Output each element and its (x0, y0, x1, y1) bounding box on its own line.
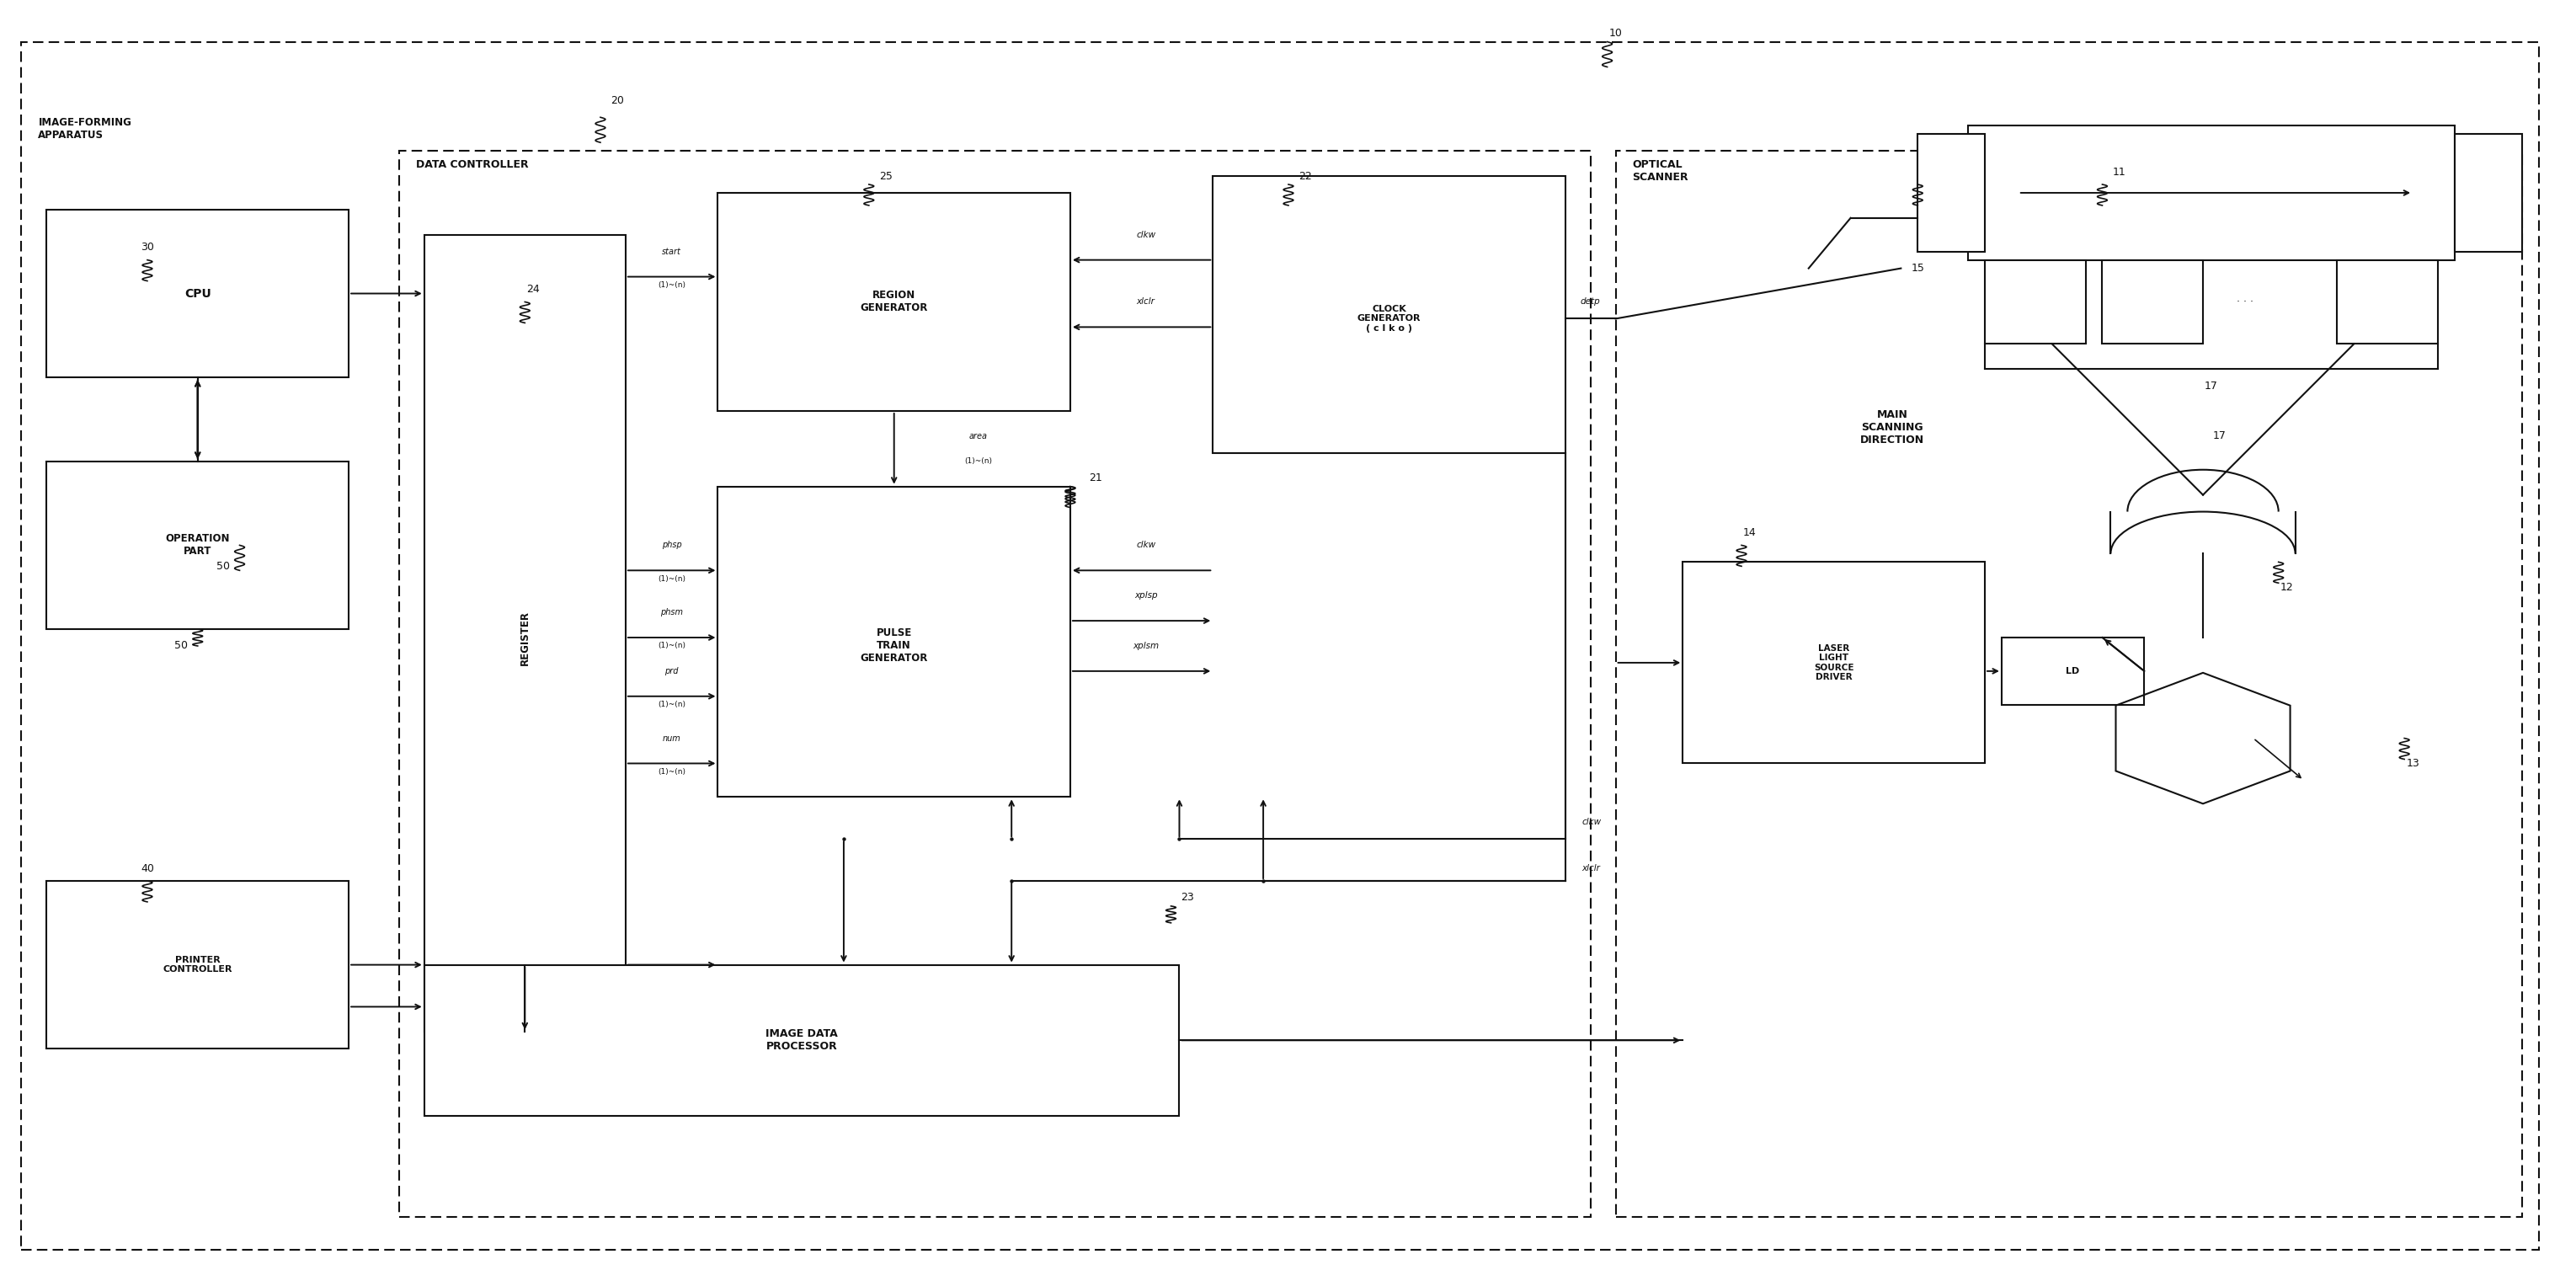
Text: clkw: clkw (1136, 541, 1157, 549)
Text: OPERATION
PART: OPERATION PART (165, 534, 229, 557)
Text: 50: 50 (175, 640, 188, 652)
Text: 50: 50 (216, 561, 229, 572)
Text: (1)~(n): (1)~(n) (657, 575, 685, 583)
Bar (719, 193, 1069, 412)
Bar (1986, 260, 2087, 343)
Text: REGION
GENERATOR: REGION GENERATOR (860, 291, 927, 314)
Text: CLOCK
GENERATOR
( c l k o ): CLOCK GENERATOR ( c l k o ) (1358, 305, 1422, 333)
Text: · · ·: · · · (2236, 297, 2254, 307)
Text: prd: prd (665, 667, 677, 675)
Bar (1213, 176, 1566, 453)
Text: 24: 24 (526, 284, 541, 294)
Text: (1)~(n): (1)~(n) (657, 768, 685, 775)
Text: 30: 30 (142, 242, 155, 253)
Bar (2336, 260, 2437, 343)
Text: MAIN
SCANNING
DIRECTION: MAIN SCANNING DIRECTION (1860, 410, 1924, 446)
Text: 22: 22 (1298, 171, 1311, 181)
Bar (1917, 134, 1986, 252)
Bar (46, 210, 348, 377)
Text: phsm: phsm (659, 608, 683, 616)
Text: clkw: clkw (1582, 818, 1602, 827)
Text: 17: 17 (2213, 431, 2226, 441)
Text: (1)~(n): (1)~(n) (657, 282, 685, 289)
Text: IMAGE DATA
PROCESSOR: IMAGE DATA PROCESSOR (765, 1029, 837, 1052)
Text: IMAGE-FORMING
APPARATUS: IMAGE-FORMING APPARATUS (39, 117, 131, 141)
Text: xplsp: xplsp (1133, 592, 1157, 599)
Bar (2455, 134, 2522, 252)
Text: 20: 20 (611, 95, 623, 105)
Text: 17: 17 (2205, 381, 2218, 391)
Bar (425, 964, 1180, 1116)
Bar (425, 235, 626, 1031)
Text: 13: 13 (2406, 757, 2419, 769)
Text: xplsm: xplsm (1133, 642, 1159, 651)
Text: xlclr: xlclr (1582, 864, 1600, 872)
Text: REGISTER: REGISTER (520, 610, 531, 665)
Text: 21: 21 (1090, 473, 1103, 484)
Bar (2102, 260, 2202, 343)
Text: (1)~(n): (1)~(n) (963, 458, 992, 466)
Text: LASER
LIGHT
SOURCE
DRIVER: LASER LIGHT SOURCE DRIVER (1814, 644, 1855, 682)
Bar (46, 462, 348, 629)
Text: PRINTER
CONTROLLER: PRINTER CONTROLLER (162, 955, 232, 974)
Text: clkw: clkw (1136, 230, 1157, 239)
Text: 14: 14 (1744, 527, 1757, 538)
Bar (719, 486, 1069, 797)
Bar (2002, 638, 2143, 705)
Text: LD: LD (2066, 667, 2079, 675)
Text: CPU: CPU (185, 288, 211, 300)
Bar (46, 881, 348, 1048)
Text: (1)~(n): (1)~(n) (657, 701, 685, 709)
Text: 10: 10 (1610, 28, 1623, 39)
Text: 15: 15 (1911, 262, 1924, 274)
Text: xlclr: xlclr (1136, 297, 1154, 306)
Text: DATA CONTROLLER: DATA CONTROLLER (415, 159, 528, 170)
Text: (1)~(n): (1)~(n) (657, 642, 685, 649)
Text: 40: 40 (142, 863, 155, 873)
Text: area: area (969, 432, 987, 440)
Text: 11: 11 (2112, 166, 2125, 177)
Text: PULSE
TRAIN
GENERATOR: PULSE TRAIN GENERATOR (860, 628, 927, 664)
Text: start: start (662, 247, 683, 256)
Text: num: num (662, 734, 680, 742)
Bar (1968, 126, 2455, 260)
Text: OPTICAL
SCANNER: OPTICAL SCANNER (1633, 159, 1687, 183)
Text: phsp: phsp (662, 541, 683, 549)
Text: detp: detp (1582, 297, 1600, 306)
Text: 25: 25 (878, 171, 891, 181)
Bar (1682, 562, 1986, 764)
Text: 12: 12 (2280, 581, 2293, 593)
Text: 23: 23 (1182, 892, 1195, 903)
